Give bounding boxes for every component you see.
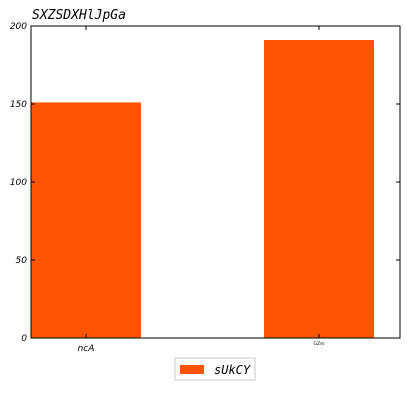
legend-label: sUkCY bbox=[214, 363, 251, 377]
legend-swatch bbox=[180, 365, 204, 374]
x-tick-label: GZm bbox=[314, 341, 325, 347]
y-tick-label: 200 bbox=[10, 22, 27, 32]
legend-box bbox=[174, 357, 256, 381]
y-tick-label: 50 bbox=[16, 256, 28, 266]
chart-title: SXZSDXHlJpGa bbox=[32, 8, 126, 23]
bars-layer bbox=[31, 40, 374, 338]
x-axis: ncA GZm bbox=[78, 26, 325, 354]
x-tick-label: ncA bbox=[78, 344, 95, 354]
y-tick-label: 0 bbox=[21, 334, 27, 344]
y-axis: 0 50 100 150 200 bbox=[10, 22, 400, 344]
bar-GZm bbox=[264, 40, 374, 338]
legend: sUkCY bbox=[174, 357, 256, 381]
bar-ncA bbox=[31, 102, 141, 338]
y-tick-label: 100 bbox=[10, 178, 27, 188]
y-tick-label: 150 bbox=[10, 100, 27, 110]
